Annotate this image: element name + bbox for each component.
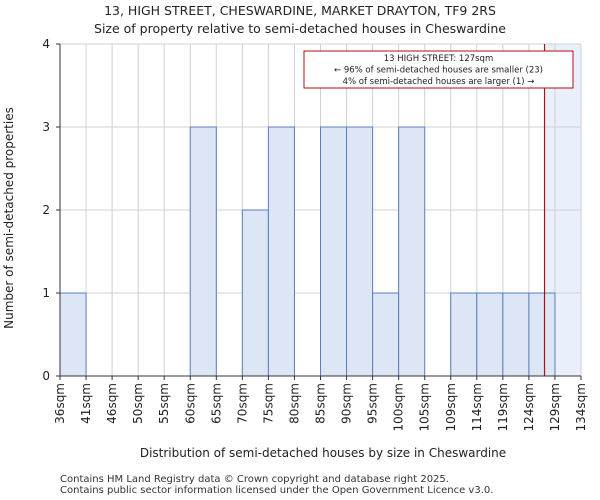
x-tick-label: 119sqm: [496, 383, 510, 431]
annotation-box: [303, 50, 574, 89]
x-tick-label: 65sqm: [209, 383, 223, 424]
histogram-bar: [346, 126, 374, 377]
bars: [59, 126, 556, 377]
histogram-bar: [398, 126, 426, 377]
x-tick-labels: 36sqm 41sqm 46sqm 50sqm 55sqm 60sqm 65sqm 70sqm…: [53, 376, 588, 431]
chart-title: 13, HIGH STREET, CHESWARDINE, MARKET DRA…: [104, 3, 496, 18]
histogram-bar: [528, 292, 556, 377]
y-tick-label: 1: [42, 286, 50, 300]
x-axis-label: Distribution of semi-detached houses by …: [140, 446, 506, 460]
histogram-bar: [450, 292, 478, 377]
footer-attribution-2: Contains public sector information licen…: [60, 485, 494, 496]
y-tick-labels: 0 1 2 3 4: [42, 37, 60, 383]
chart-subtitle: Size of property relative to semi-detach…: [94, 21, 506, 36]
histogram-bar: [476, 292, 504, 377]
x-tick-label: 85sqm: [314, 383, 328, 424]
annotation-line-1: 13 HIGH STREET: 127sqm: [384, 54, 493, 64]
annotation-line-3: 4% of semi-detached houses are larger (1…: [343, 77, 535, 87]
x-tick-label: 95sqm: [366, 383, 380, 424]
x-tick-label: 60sqm: [183, 383, 197, 424]
y-tick-label: 4: [42, 37, 50, 51]
x-tick-label: 80sqm: [287, 383, 301, 424]
y-axis-label: Number of semi-detached properties: [2, 107, 16, 329]
x-tick-label: 41sqm: [79, 383, 93, 424]
x-tick-label: 46sqm: [105, 383, 119, 424]
histogram-bar: [59, 292, 87, 377]
histogram-bar: [320, 126, 348, 377]
y-tick-label: 0: [42, 369, 50, 383]
x-tick-label: 134sqm: [574, 383, 588, 431]
footer-attribution-1: Contains HM Land Registry data © Crown c…: [60, 474, 449, 485]
histogram-bar: [267, 126, 295, 377]
annotation-line-2: ← 96% of semi-detached houses are smalle…: [334, 66, 543, 76]
x-tick-label: 75sqm: [261, 383, 275, 424]
histogram-bar: [372, 292, 400, 377]
histogram-bar: [189, 126, 217, 377]
x-tick-label: 105sqm: [418, 383, 432, 431]
x-tick-label: 50sqm: [131, 383, 145, 424]
x-tick-label: 109sqm: [444, 383, 458, 431]
histogram-bar: [502, 292, 530, 377]
x-tick-label: 70sqm: [235, 383, 249, 424]
property-marker: 13 HIGH STREET: 127sqm ← 96% of semi-deta…: [303, 44, 574, 376]
x-tick-label: 55sqm: [157, 383, 171, 424]
histogram-bar: [241, 209, 269, 377]
x-tick-label: 129sqm: [548, 383, 562, 431]
x-tick-label: 114sqm: [470, 383, 484, 431]
y-tick-label: 2: [42, 203, 50, 217]
x-tick-label: 100sqm: [392, 383, 406, 431]
x-tick-label: 36sqm: [53, 383, 67, 424]
x-tick-label: 90sqm: [340, 383, 354, 424]
x-tick-label: 124sqm: [522, 383, 536, 431]
y-tick-label: 3: [42, 120, 50, 134]
